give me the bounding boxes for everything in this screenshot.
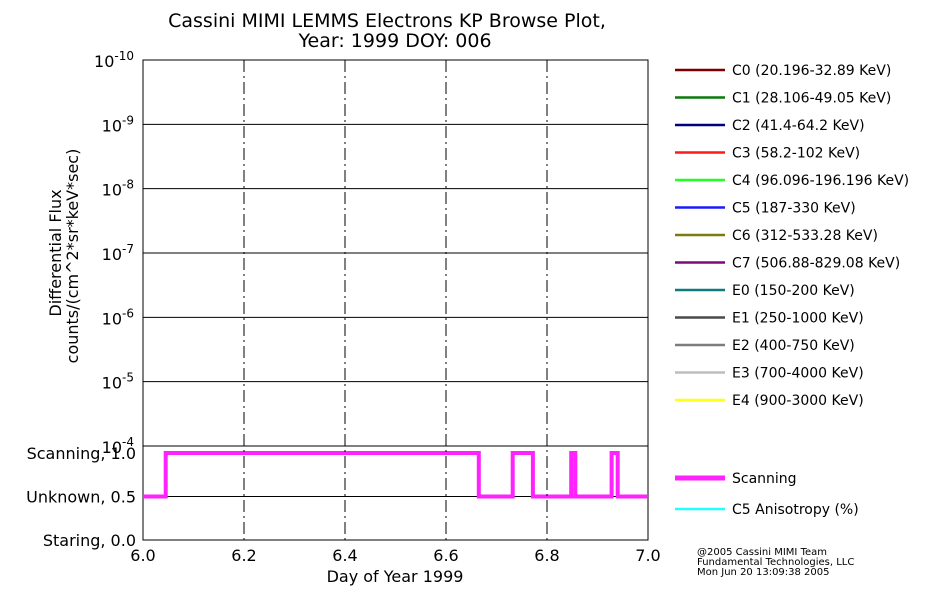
status-tick-label: Scanning, 1.0 — [27, 444, 136, 463]
credit-line-2: Fundamental Technologies, LLC — [697, 557, 854, 568]
credits: @2005 Cassini MIMI Team Fundamental Tech… — [697, 547, 854, 578]
status-panel: Scanning, 1.0 Unknown, 0.5 Staring, 0.0 — [26, 444, 649, 550]
legend-label: C2 (41.4-64.2 KeV) — [732, 118, 865, 134]
x-tick-label: 6.4 — [332, 546, 357, 565]
legend-label: E3 (700-4000 KeV) — [732, 366, 864, 382]
chart-title: Cassini MIMI LEMMS Electrons KP Browse P… — [168, 10, 606, 32]
legend-label: C6 (312-533.28 KeV) — [732, 228, 878, 244]
legend-label: E2 (400-750 KeV) — [732, 338, 855, 354]
status-tick-label: Staring, 0.0 — [43, 531, 136, 550]
legend-label: C4 (96.096-196.196 KeV) — [732, 173, 909, 189]
status-plot-frame — [142, 445, 649, 541]
y-tick-label: 10-7 — [102, 242, 134, 264]
legend-label: C5 Anisotropy (%) — [732, 502, 859, 518]
legend-label: E1 (250-1000 KeV) — [732, 311, 864, 327]
y-axis-label-units: counts/(cm^2*sr*keV*sec) — [63, 149, 82, 364]
credit-line-3: Mon Jun 20 13:09:38 2005 — [697, 567, 830, 578]
legend-label: C0 (20.196-32.89 KeV) — [732, 63, 891, 79]
legend-label: E0 (150-200 KeV) — [732, 283, 855, 299]
credit-line-1: @2005 Cassini MIMI Team — [697, 547, 827, 558]
legend-label: Scanning — [732, 471, 797, 487]
y-tick-label: 10-10 — [94, 49, 134, 71]
scanning-series-line — [143, 451, 648, 499]
x-tick-label: 7.0 — [635, 546, 660, 565]
legend-label: C3 (58.2-102 KeV) — [732, 146, 860, 162]
x-tick-label: 6.8 — [534, 546, 559, 565]
y-axis-label: Differential Flux — [46, 189, 65, 316]
y-tick-label: 10-8 — [102, 178, 134, 200]
x-tick-label: 6.6 — [433, 546, 458, 565]
x-axis-label: Day of Year 1999 — [327, 567, 464, 586]
y-tick-label: 10-4 — [102, 435, 134, 457]
status-tick-label: Unknown, 0.5 — [26, 488, 136, 507]
legend-label: C1 (28.106-49.05 KeV) — [732, 91, 891, 107]
y-tick-label: 10-5 — [102, 371, 134, 393]
y-tick-label: 10-9 — [102, 113, 134, 135]
chart-subtitle: Year: 1999 DOY: 006 — [297, 30, 491, 52]
legend: C0 (20.196-32.89 KeV) C1 (28.106-49.05 Ke… — [675, 63, 909, 518]
legend-label: E4 (900-3000 KeV) — [732, 393, 864, 409]
flux-panel: 10-10 10-9 10-8 10-7 10-6 10-5 10-4 Differenti… — [46, 49, 649, 457]
legend-label: C7 (506.88-829.08 KeV) — [732, 256, 900, 272]
legend-label: C5 (187-330 KeV) — [732, 201, 856, 217]
x-tick-label: 6.0 — [130, 546, 155, 565]
y-tick-label: 10-6 — [102, 306, 134, 328]
x-tick-label: 6.2 — [231, 546, 256, 565]
